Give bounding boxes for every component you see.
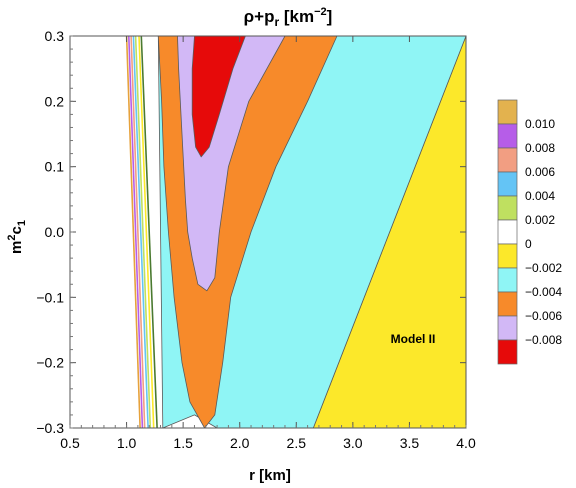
legend-swatch [497, 243, 518, 269]
x-tick-label: 3.0 [343, 435, 363, 451]
y-tick-label: 0.2 [45, 93, 65, 109]
contour-line [140, 35, 158, 429]
x-tick-label: 3.5 [400, 435, 420, 451]
legend-swatch [497, 171, 518, 197]
x-tick-label: 2.5 [287, 435, 307, 451]
contour-line [132, 35, 149, 429]
x-axis-title: r [km] [249, 467, 291, 484]
x-tick-label: 1.5 [173, 435, 193, 451]
legend-swatch [497, 219, 518, 245]
legend-swatch [497, 123, 518, 149]
legend-swatch [497, 267, 518, 293]
x-tick-label: 0.5 [60, 435, 80, 451]
legend-swatch [497, 339, 518, 365]
y-tick-label: −0.2 [36, 355, 64, 371]
legend-label: 0.008 [525, 141, 555, 155]
legend: 0.010 0.008 0.006 0.004 0.002 0 −0.002 −0.004 −0… [497, 99, 562, 365]
contour-regions [157, 35, 467, 429]
legend-label: −0.002 [525, 261, 562, 275]
y-axis-title: m2c1 [6, 220, 28, 254]
model-annotation: Model II [391, 332, 436, 346]
contour-line [138, 35, 155, 429]
contour-line [134, 35, 152, 429]
legend-label: 0.006 [525, 165, 555, 179]
legend-swatch [497, 99, 518, 125]
x-tick-label: 2.0 [230, 435, 250, 451]
legend-label: 0.002 [525, 213, 555, 227]
plot-area: Model II [69, 35, 467, 429]
legend-label: −0.006 [525, 309, 562, 323]
legend-label: 0.010 [525, 117, 555, 131]
y-tick-label: −0.3 [36, 420, 64, 436]
legend-label: 0.004 [525, 189, 555, 203]
x-tick-label: 1.0 [117, 435, 137, 451]
legend-swatch [497, 291, 518, 317]
legend-label: −0.008 [525, 333, 562, 347]
contour-line [128, 35, 144, 429]
y-tick-label: −0.1 [36, 289, 64, 305]
contour-line [130, 35, 146, 429]
legend-label: −0.004 [525, 285, 562, 299]
chart-title: ρ+pr [km−2] [244, 6, 333, 29]
x-tick-label: 4.0 [456, 435, 476, 451]
y-tick-label: 0.1 [45, 159, 65, 175]
contour-lines [125, 35, 158, 429]
legend-swatch [497, 315, 518, 341]
y-axis: −0.3 −0.2 −0.1 0.0 0.1 0.2 0.3 [36, 28, 466, 436]
legend-swatch [497, 195, 518, 221]
y-tick-label: 0.0 [45, 224, 65, 240]
x-axis: 0.5 1.0 1.5 2.0 2.5 3.0 3.5 4.0 [60, 36, 476, 451]
red-region [191, 35, 246, 158]
contour-line [125, 35, 141, 429]
legend-swatch [497, 147, 518, 173]
legend-label: 0 [525, 237, 532, 251]
y-tick-label: 0.3 [45, 28, 65, 44]
